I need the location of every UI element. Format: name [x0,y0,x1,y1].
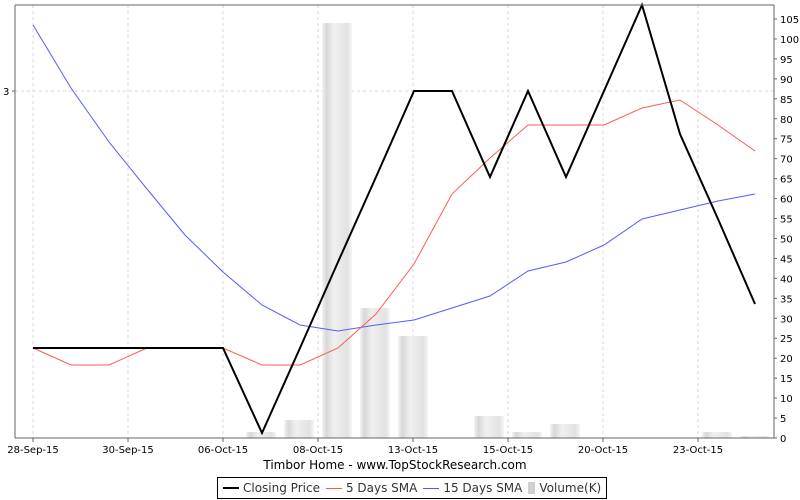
x-tick-label: 23-Oct-15 [673,445,723,456]
left-axis: 3 [3,87,15,98]
grid [15,5,774,438]
right-tick-label: 15 [780,374,793,385]
right-tick-label: 100 [780,35,799,46]
legend-item-15-days-sma: 15 Days SMA [423,481,522,495]
right-tick-label: 10 [780,394,793,405]
legend-label: 15 Days SMA [443,481,523,495]
right-tick-label: 25 [780,334,793,345]
sma5-swatch [325,487,342,489]
legend-label: Volume(K) [539,481,602,495]
right-tick-label: 0 [780,434,786,445]
right-tick-label: 35 [780,294,793,305]
volume-swatch [528,482,536,494]
legend: Closing Price 5 Days SMA 15 Days SMA Vol… [217,477,608,499]
sma5-line [32,99,756,366]
right-tick-label: 85 [780,95,793,106]
right-tick-label: 95 [780,55,793,66]
x-tick-label: 13-Oct-15 [388,445,438,456]
right-tick-label: 45 [780,254,793,265]
right-tick-label: 80 [780,115,793,126]
x-tick-label: 06-Oct-15 [198,445,248,456]
right-tick-label: 40 [780,274,793,285]
right-axis: 0 5 10 15 20 25 30 35 40 45 50 55 60 65 70 75 80 85 90 95 10… [774,15,799,445]
right-tick-label: 50 [780,234,793,245]
legend-item-volume: Volume(K) [528,481,601,495]
axes [14,4,775,439]
sma15-line [32,24,756,332]
x-axis: 28-Sep-15 30-Sep-15 06-Oct-15 08-Oct-15 13-O… [7,438,723,456]
legend-item-closing-price: Closing Price [223,481,320,495]
right-tick-label: 75 [780,135,793,146]
right-tick-label: 30 [780,314,793,325]
sma15-swatch [423,487,440,489]
right-tick-label: 60 [780,195,793,206]
right-tick-label: 20 [780,354,793,365]
right-tick-label: 70 [780,155,793,166]
right-tick-label: 90 [780,75,793,86]
right-tick-label: 105 [780,15,799,26]
x-tick-label: 30-Sep-15 [102,445,154,456]
legend-item-5-days-sma: 5 Days SMA [325,481,418,495]
legend-label: Closing Price [243,481,320,495]
x-tick-label: 28-Sep-15 [7,445,59,456]
x-tick-label: 08-Oct-15 [293,445,343,456]
closing-price-line [33,2,756,436]
right-tick-label: 5 [780,414,786,425]
x-tick-label: 15-Oct-15 [483,445,533,456]
legend-label: 5 Days SMA [345,481,418,495]
volume-bars [246,23,770,438]
closing-price-swatch [223,487,239,489]
right-tick-label: 55 [780,215,793,226]
left-tick-label: 3 [3,87,9,98]
right-tick-label: 65 [780,175,793,186]
chart-title: Timbor Home - www.TopStockResearch.com [262,458,526,472]
x-tick-label: 20-Oct-15 [578,445,628,456]
